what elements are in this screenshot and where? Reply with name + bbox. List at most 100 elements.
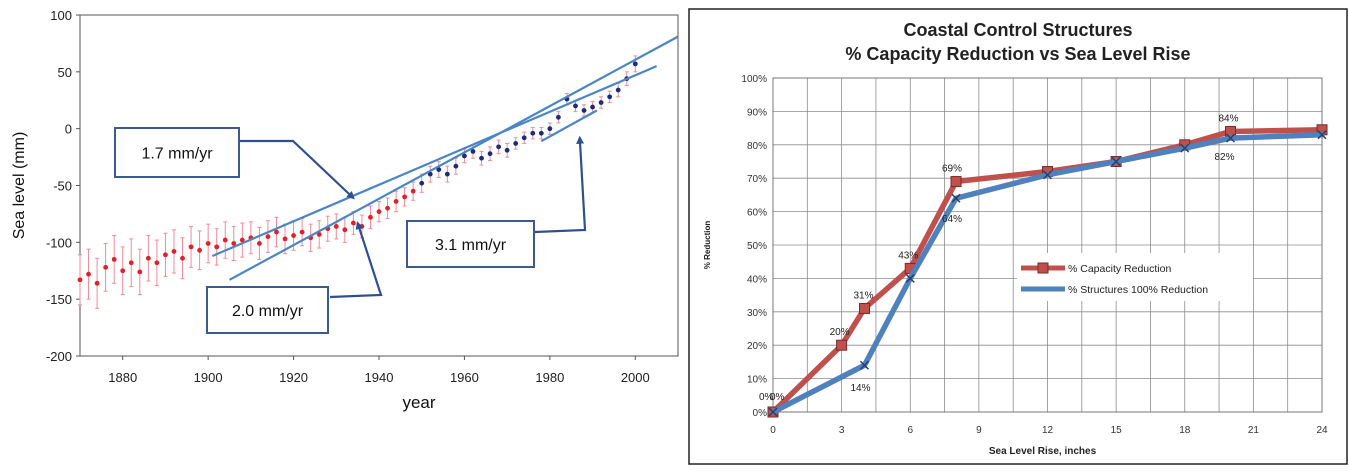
data-point — [214, 244, 220, 250]
annotation-box — [114, 127, 240, 178]
x-tick-label: 6 — [907, 425, 913, 436]
data-point — [513, 141, 519, 146]
data-label: 43% — [898, 250, 918, 261]
legend-label: % Structures 100% Reduction — [1068, 284, 1208, 296]
x-tick-label: 3 — [839, 425, 845, 436]
data-point — [598, 100, 604, 105]
data-point — [299, 229, 305, 235]
data-marker — [1180, 143, 1190, 153]
data-point — [479, 155, 484, 161]
data-label: 69% — [942, 164, 962, 175]
y-tick-label: 100 — [50, 8, 72, 23]
data-point — [137, 269, 143, 275]
data-point — [402, 194, 408, 200]
series-line — [770, 127, 1325, 415]
data-marker — [768, 407, 778, 417]
x-axis-label: year — [402, 393, 435, 412]
annotation-label: 2.0 mm/yr — [232, 303, 304, 320]
y-axis-label: % Reduction — [703, 221, 712, 270]
data-label: 0% — [770, 392, 785, 403]
data-point — [556, 114, 561, 120]
data-point — [444, 171, 450, 177]
annotation-label: 1.7 mm/yr — [141, 146, 213, 163]
annotation-arrow — [240, 139, 355, 200]
annotation-arrow — [329, 221, 383, 299]
data-point — [462, 153, 467, 159]
data-point — [376, 209, 382, 215]
data-point — [487, 151, 493, 157]
data-point — [453, 163, 459, 169]
data-point — [274, 229, 279, 235]
y-tick-label: 20% — [747, 341, 767, 352]
data-marker — [905, 273, 915, 283]
data-point — [188, 244, 194, 250]
legend-box — [1017, 253, 1253, 301]
data-point — [128, 260, 134, 266]
data-point — [333, 224, 339, 229]
y-tick-label: 70% — [747, 174, 767, 185]
data-label: 31% — [854, 290, 874, 301]
data-point — [632, 61, 638, 67]
data-point — [530, 130, 536, 136]
legend-marker — [1037, 262, 1049, 274]
data-point — [521, 135, 527, 141]
y-tick-label: 100% — [741, 74, 767, 85]
x-tick-label: 1880 — [108, 370, 137, 385]
data-marker — [1225, 133, 1236, 143]
data-point — [590, 104, 595, 110]
data-point — [342, 227, 348, 233]
data-point — [538, 130, 544, 136]
trend-line — [211, 65, 658, 257]
data-point — [103, 264, 109, 270]
x-tick-label: 18 — [1179, 425, 1191, 436]
data-point — [77, 277, 83, 283]
data-point — [291, 233, 296, 238]
capacity-reduction-chart-panel: Coastal Control Structures % Capacity Red… — [688, 0, 1349, 466]
chart-title: Coastal Control Structures — [903, 20, 1132, 40]
data-point — [154, 260, 160, 266]
data-point — [180, 255, 185, 261]
x-tick-label: 2000 — [621, 370, 650, 385]
data-point — [316, 231, 322, 237]
data-marker — [1042, 170, 1053, 180]
data-point — [581, 108, 587, 113]
data-point — [197, 247, 203, 253]
data-point — [504, 147, 510, 153]
data-marker — [859, 302, 870, 314]
y-tick-label: 10% — [747, 375, 767, 386]
data-point — [419, 180, 425, 186]
y-tick-label: -200 — [46, 349, 72, 364]
data-point — [496, 144, 501, 150]
y-tick-label: 50 — [58, 65, 72, 80]
data-label: 20% — [830, 327, 850, 338]
data-point — [257, 241, 262, 246]
data-point — [171, 249, 177, 254]
y-tick-label: -50 — [53, 179, 72, 194]
x-tick-label: 9 — [976, 425, 982, 436]
data-point — [547, 126, 553, 132]
y-tick-label: 0% — [753, 408, 768, 419]
data-point — [368, 214, 373, 220]
y-tick-label: -100 — [46, 235, 72, 250]
x-axis-label: Sea Level Rise, inches — [989, 446, 1097, 457]
data-marker — [950, 176, 962, 188]
x-tick-label: 1980 — [535, 370, 564, 385]
data-point — [436, 167, 442, 172]
data-marker — [1111, 156, 1121, 167]
data-point — [385, 205, 390, 211]
data-point — [120, 268, 126, 274]
data-point — [145, 255, 151, 261]
legend-label: % Capacity Reduction — [1068, 263, 1171, 275]
y-tick-label: 60% — [747, 208, 767, 219]
x-tick-label: 15 — [1111, 425, 1123, 436]
data-point — [615, 87, 621, 93]
trend-line — [228, 35, 679, 281]
data-marker — [836, 339, 848, 351]
x-tick-label: 12 — [1042, 425, 1054, 436]
data-point — [350, 220, 356, 226]
data-label: 0% — [759, 392, 774, 403]
trend-line — [540, 109, 598, 143]
x-tick-label: 24 — [1316, 425, 1328, 436]
annotation-label: 3.1 mm/yr — [435, 237, 507, 254]
data-point — [427, 171, 433, 177]
